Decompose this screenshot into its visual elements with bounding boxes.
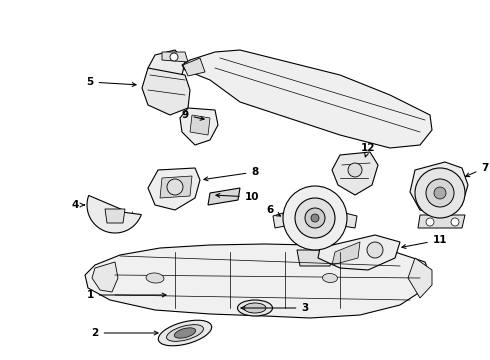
Ellipse shape xyxy=(244,303,266,313)
Ellipse shape xyxy=(322,274,338,283)
Circle shape xyxy=(367,242,383,258)
Polygon shape xyxy=(332,152,378,195)
Polygon shape xyxy=(148,168,200,210)
Polygon shape xyxy=(418,215,465,228)
Polygon shape xyxy=(332,242,360,265)
Circle shape xyxy=(426,218,434,226)
Circle shape xyxy=(283,186,347,250)
Polygon shape xyxy=(87,195,141,233)
Polygon shape xyxy=(85,244,430,318)
Polygon shape xyxy=(92,262,118,292)
Circle shape xyxy=(451,218,459,226)
Circle shape xyxy=(426,179,454,207)
Polygon shape xyxy=(318,235,400,270)
Text: 6: 6 xyxy=(267,205,281,216)
Polygon shape xyxy=(410,162,468,215)
Polygon shape xyxy=(183,58,205,76)
Polygon shape xyxy=(297,250,333,266)
Text: 1: 1 xyxy=(86,290,166,300)
Text: 11: 11 xyxy=(402,235,447,248)
Text: 8: 8 xyxy=(204,167,259,181)
Polygon shape xyxy=(182,50,432,148)
Polygon shape xyxy=(180,108,218,145)
Polygon shape xyxy=(105,209,125,223)
Polygon shape xyxy=(190,115,210,135)
Polygon shape xyxy=(148,50,185,78)
Polygon shape xyxy=(408,258,432,298)
Text: 12: 12 xyxy=(361,143,375,157)
Ellipse shape xyxy=(174,328,196,338)
Polygon shape xyxy=(208,188,240,205)
Text: 5: 5 xyxy=(86,77,136,87)
Circle shape xyxy=(170,53,178,61)
Text: 2: 2 xyxy=(91,328,158,338)
Ellipse shape xyxy=(238,300,272,316)
Circle shape xyxy=(348,163,362,177)
Text: 3: 3 xyxy=(241,303,309,313)
Polygon shape xyxy=(162,52,188,62)
Circle shape xyxy=(415,168,465,218)
Text: 10: 10 xyxy=(216,192,259,202)
Circle shape xyxy=(305,208,325,228)
Circle shape xyxy=(295,198,335,238)
Ellipse shape xyxy=(146,273,164,283)
Text: 7: 7 xyxy=(466,163,489,177)
Ellipse shape xyxy=(158,320,212,346)
Ellipse shape xyxy=(167,325,203,341)
Circle shape xyxy=(311,214,319,222)
Polygon shape xyxy=(160,176,192,198)
Text: 4: 4 xyxy=(72,200,84,210)
Polygon shape xyxy=(142,68,190,115)
Polygon shape xyxy=(343,213,357,228)
Circle shape xyxy=(434,187,446,199)
Polygon shape xyxy=(273,213,285,228)
Circle shape xyxy=(167,179,183,195)
Text: 9: 9 xyxy=(181,110,204,120)
